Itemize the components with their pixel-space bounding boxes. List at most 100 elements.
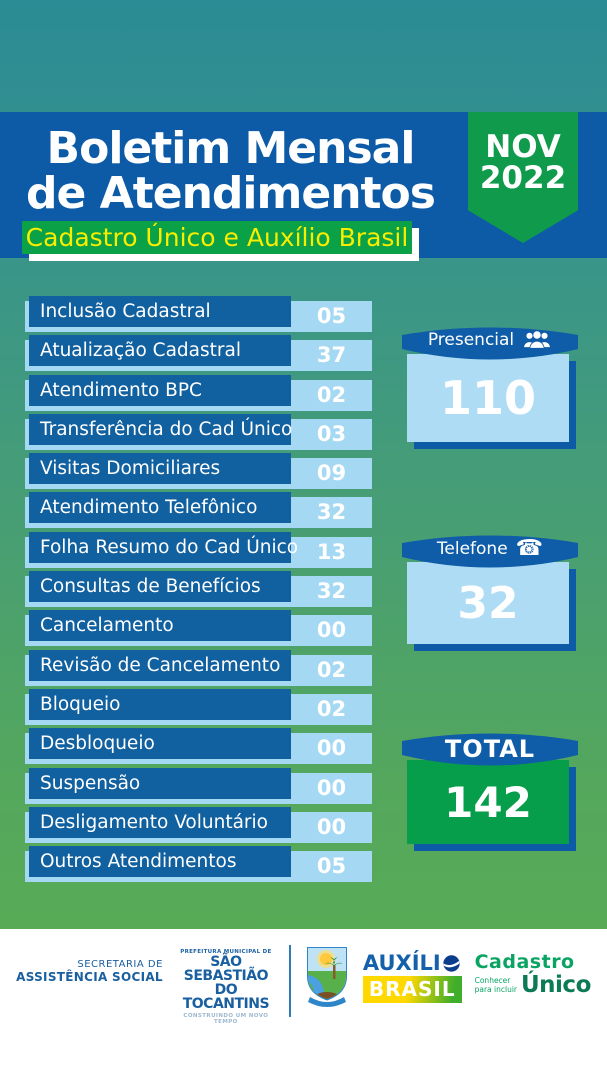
presencial-value: 110 (407, 354, 569, 442)
row-value: 00 (316, 618, 347, 643)
row-value: 00 (316, 814, 347, 839)
table-row: Revisão de Cancelamento 02 (25, 649, 376, 686)
table-row: Visitas Domiciliares 09 (25, 453, 376, 490)
row-value: 00 (316, 736, 347, 761)
row-label: Bloqueio (40, 693, 121, 715)
prefeitura-line1: SÃO SEBASTIÃO (183, 954, 269, 984)
page-title: Boletim Mensal de Atendimentos (18, 126, 443, 217)
row-value: 32 (316, 579, 347, 604)
presencial-label: Presencial (427, 330, 515, 350)
telefone-label: Telefone (436, 539, 508, 559)
summary-total: TOTAL 142 (400, 728, 580, 858)
prefeitura-logo: PREFEITURA MUNICIPAL DE SÃO SEBASTIÃO DO… (176, 949, 276, 1025)
row-label-bar (29, 492, 291, 524)
summary-telefone: Telefone ☎ 32 (400, 530, 580, 660)
row-label: Visitas Domiciliares (40, 458, 221, 480)
row-label-bar (29, 453, 291, 485)
cadastro-tagline: Conhecer para incluir (474, 976, 517, 994)
row-label: Atendimento Telefônico (40, 497, 258, 519)
table-row: Desbloqueio 00 (25, 728, 376, 765)
rows-list: Inclusão Cadastral 05 Atualização Cadastra… (25, 296, 376, 885)
ribbon-year: 2022 (479, 160, 567, 196)
unico-text: Único (521, 972, 591, 998)
secretaria-line2: ASSISTÊNCIA SOCIAL (16, 970, 163, 984)
total-value: 142 (407, 760, 569, 844)
table-row: Desligamento Voluntário 00 (25, 806, 376, 843)
telefone-band-label: Telefone ☎ (400, 538, 580, 560)
total-band-label: TOTAL (400, 735, 580, 763)
row-value: 32 (316, 500, 347, 525)
prefeitura-line2: DO TOCANTINS (182, 982, 270, 1012)
row-label: Inclusão Cadastral (40, 301, 211, 322)
row-value: 02 (316, 382, 347, 407)
row-value: 00 (316, 775, 347, 800)
row-value: 05 (316, 854, 347, 879)
row-label-bar (29, 728, 291, 760)
row-label-bar (29, 571, 291, 603)
telefone-value: 32 (407, 562, 569, 644)
row-label: Atualização Cadastral (40, 340, 241, 362)
title-line1: Boletim Mensal (46, 123, 416, 174)
row-label: Cancelamento (40, 615, 174, 637)
auxilio-text: AUXÍLI (362, 951, 441, 975)
telefone-band-shape (402, 535, 578, 568)
table-row: Atualização Cadastral 37 (25, 335, 376, 372)
row-label: Suspensão (40, 772, 141, 794)
row-label-bar (29, 610, 291, 642)
row-label: Revisão de Cancelamento (40, 654, 281, 676)
row-label-bar (29, 413, 291, 445)
row-label-bar (29, 846, 291, 878)
footer-divider (288, 945, 291, 1017)
cadastro-text: Cadastro (474, 951, 575, 973)
coat-of-arms-icon (304, 945, 350, 1013)
table-row: Cancelamento 00 (25, 610, 376, 647)
presencial-band-label: Presencial (400, 330, 580, 350)
table-row: Atendimento Telefônico 32 (25, 492, 376, 529)
total-band-shape (402, 733, 578, 766)
auxilio-brasil-logo: AUXÍLI BRASIL (362, 951, 462, 1003)
brasil-badge: BRASIL (362, 976, 462, 1003)
row-value: 03 (316, 421, 347, 446)
summary-presencial: Presencial 110 (400, 322, 580, 452)
row-label: Desligamento Voluntário (40, 811, 268, 833)
prefeitura-slogan: CONSTRUINDO UM NOVO TEMPO (183, 1013, 269, 1025)
subtitle-banner: Cadastro Único e Auxílio Brasil (22, 221, 412, 254)
row-label: Folha Resumo do Cad Único (40, 536, 299, 558)
row-value: 13 (316, 539, 347, 564)
row-value: 37 (316, 343, 347, 368)
phone-icon: ☎ (515, 536, 544, 561)
row-value: 05 (316, 304, 347, 328)
table-row: Inclusão Cadastral 05 (25, 296, 376, 332)
row-label-bar (29, 649, 291, 681)
cadastro-unico-logo: Cadastro Conhecer para incluir Único (474, 951, 592, 998)
people-icon (523, 330, 551, 349)
row-label-bar (29, 531, 291, 563)
secretaria-line1: SECRETARIA DE (77, 959, 163, 970)
title-line2: de Atendimentos (26, 168, 436, 220)
table-row: Suspensão 00 (25, 767, 376, 804)
row-label: Consultas de Benefícios (40, 576, 261, 598)
row-label-bar (29, 296, 291, 327)
table-row: Outros Atendimentos 05 (25, 846, 376, 883)
auxilio-wordmark: AUXÍLI (363, 951, 462, 975)
row-label-bar (29, 335, 291, 367)
row-label: Desbloqueio (40, 733, 155, 755)
total-label: TOTAL (444, 735, 536, 763)
table-row: Consultas de Benefícios 32 (25, 571, 376, 608)
row-value: 02 (316, 696, 347, 721)
footer-logos: SECRETARIA DE ASSISTÊNCIA SOCIAL PREFEIT… (0, 929, 607, 1080)
ribbon-month: NOV (485, 129, 561, 165)
row-value: 09 (316, 461, 347, 486)
row-label-bar (29, 806, 291, 838)
row-label: Outros Atendimentos (40, 851, 237, 873)
row-label: Atendimento BPC (40, 379, 202, 401)
row-label: Transferência do Cad Único (40, 418, 293, 440)
table-row: Bloqueio 02 (25, 688, 376, 725)
table-row: Folha Resumo do Cad Único 13 (25, 531, 376, 568)
row-label-bar (29, 374, 291, 406)
table-row: Transferência do Cad Único 03 (25, 413, 376, 450)
row-label-bar (29, 767, 291, 799)
prefeitura-small-top: PREFEITURA MUNICIPAL DE (180, 949, 272, 955)
table-row: Atendimento BPC 02 (25, 374, 376, 411)
